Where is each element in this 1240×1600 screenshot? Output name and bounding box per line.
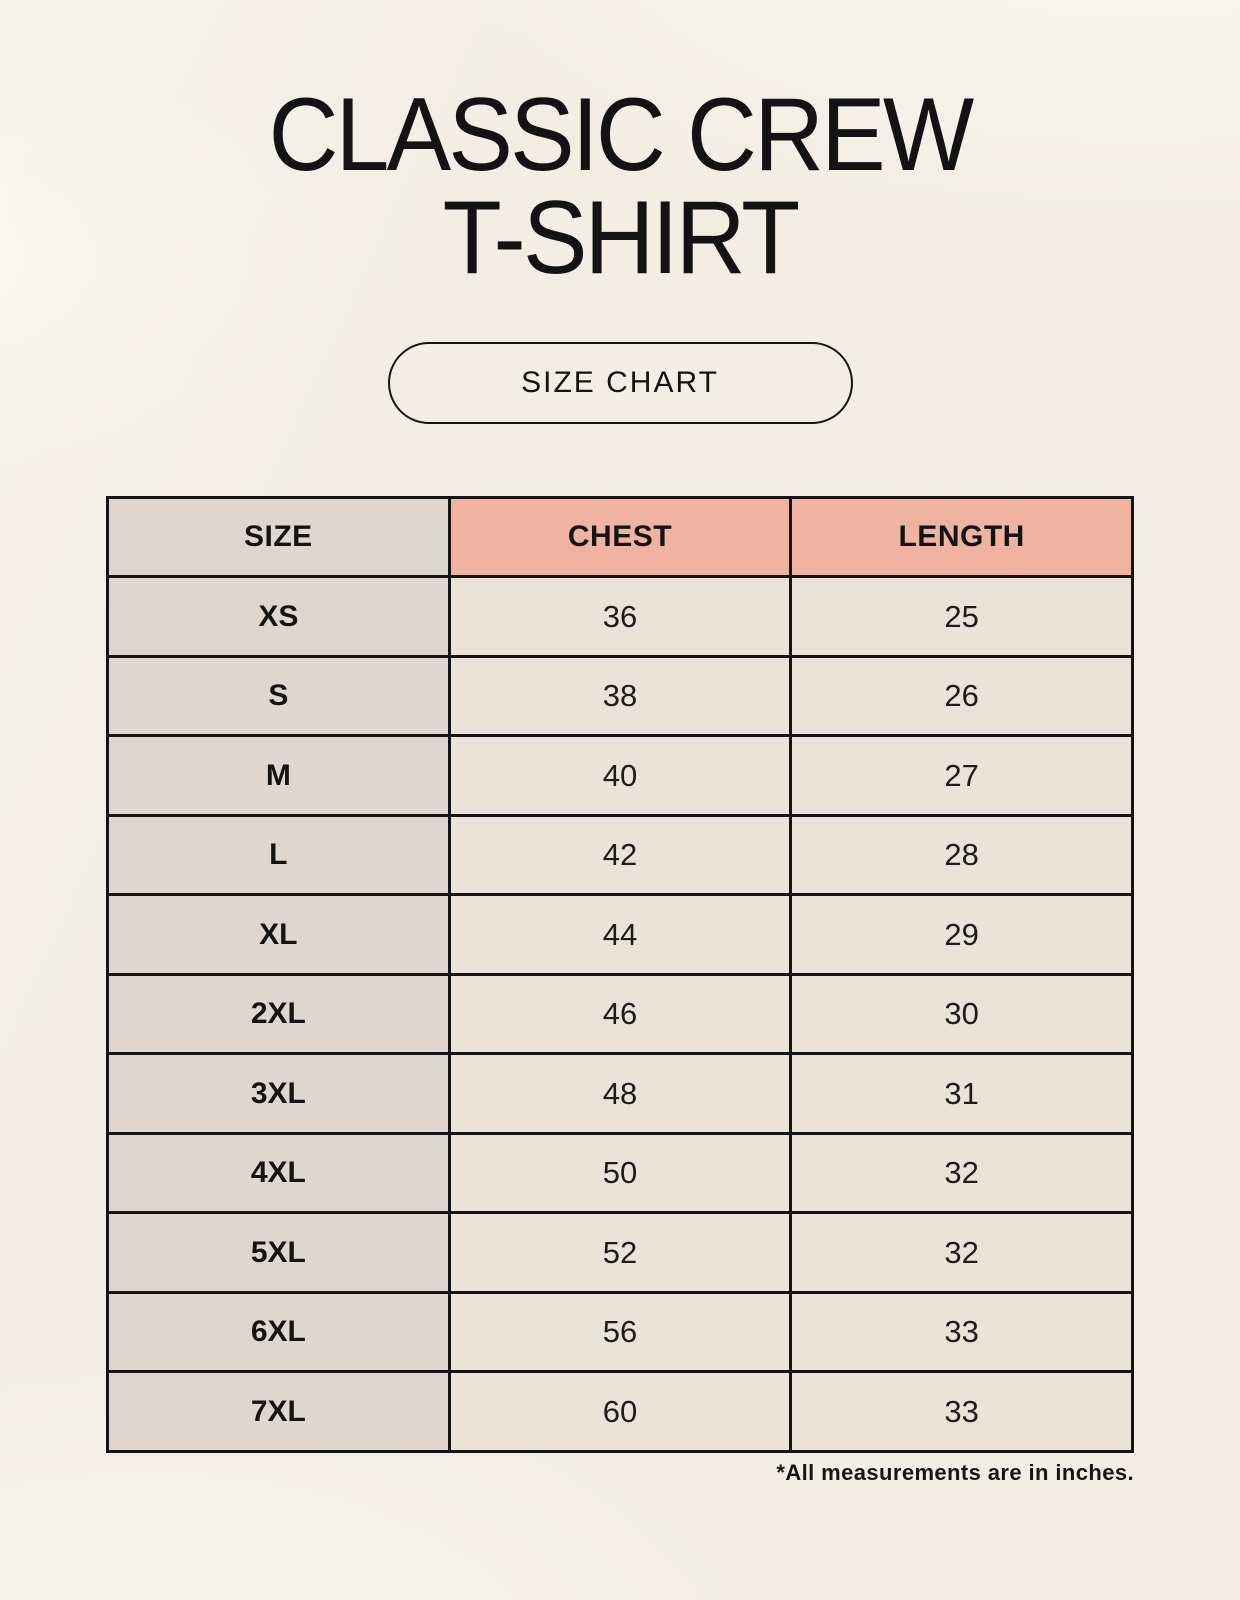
length-cell: 27 xyxy=(789,734,1134,817)
size-cell: XS xyxy=(106,575,451,658)
length-cell: 30 xyxy=(789,972,1134,1056)
table-row: 2XL 46 30 xyxy=(106,972,1134,1056)
chest-cell: 36 xyxy=(447,575,793,658)
size-chart-badge-label: SIZE CHART xyxy=(521,365,719,399)
table-row: 5XL 52 32 xyxy=(106,1211,1134,1294)
measurements-footnote: *All measurements are in inches. xyxy=(776,1459,1134,1485)
size-cell: 5XL xyxy=(106,1211,451,1294)
table-row: XS 36 25 xyxy=(106,575,1134,658)
length-cell: 28 xyxy=(789,813,1134,897)
size-cell: 6XL xyxy=(106,1290,451,1374)
size-cell: 7XL xyxy=(106,1370,451,1453)
length-cell: 25 xyxy=(789,575,1134,658)
size-table: SIZE CHEST LENGTH XS 36 25 S 38 26 M 40 … xyxy=(106,495,1134,1453)
length-cell: 31 xyxy=(789,1052,1134,1135)
size-cell: L xyxy=(106,813,451,897)
column-header-length: LENGTH xyxy=(789,495,1134,579)
table-row: 7XL 60 33 xyxy=(106,1370,1134,1453)
table-row: 4XL 50 32 xyxy=(106,1131,1134,1215)
size-cell: XL xyxy=(106,893,451,976)
table-row: M 40 27 xyxy=(106,734,1134,817)
table-row: L 42 28 xyxy=(106,813,1134,897)
chest-cell: 40 xyxy=(447,734,793,817)
chest-cell: 60 xyxy=(447,1370,793,1453)
chest-cell: 44 xyxy=(447,893,793,976)
table-header-row: SIZE CHEST LENGTH xyxy=(106,495,1134,579)
chest-cell: 46 xyxy=(447,972,793,1056)
chest-cell: 48 xyxy=(447,1052,793,1135)
size-cell: M xyxy=(106,734,451,817)
size-chart-badge: SIZE CHART xyxy=(387,341,853,424)
size-cell: 4XL xyxy=(106,1131,451,1215)
chest-cell: 42 xyxy=(447,813,793,897)
length-cell: 33 xyxy=(789,1370,1134,1453)
length-cell: 32 xyxy=(789,1131,1134,1215)
length-cell: 29 xyxy=(789,893,1134,976)
length-cell: 33 xyxy=(789,1290,1134,1374)
chest-cell: 52 xyxy=(447,1211,793,1294)
length-cell: 26 xyxy=(789,654,1134,738)
title-line-1: CLASSIC CREW xyxy=(268,77,975,193)
size-cell: S xyxy=(106,654,451,738)
title-line-2: T-SHIRT xyxy=(442,179,801,296)
length-cell: 32 xyxy=(789,1211,1134,1294)
chest-cell: 50 xyxy=(447,1131,793,1215)
table-row: 6XL 56 33 xyxy=(106,1290,1134,1374)
column-header-size: SIZE xyxy=(106,495,451,579)
page-title: CLASSIC CREW T-SHIRT xyxy=(0,0,1240,290)
table-row: XL 44 29 xyxy=(106,893,1134,976)
chest-cell: 38 xyxy=(447,654,793,738)
size-cell: 3XL xyxy=(106,1052,451,1135)
chest-cell: 56 xyxy=(447,1290,793,1374)
table-row: S 38 26 xyxy=(106,654,1134,738)
table-row: 3XL 48 31 xyxy=(106,1052,1134,1135)
size-table-container: SIZE CHEST LENGTH XS 36 25 S 38 26 M 40 … xyxy=(106,495,1134,1453)
size-cell: 2XL xyxy=(106,972,451,1056)
column-header-chest: CHEST xyxy=(447,495,793,579)
